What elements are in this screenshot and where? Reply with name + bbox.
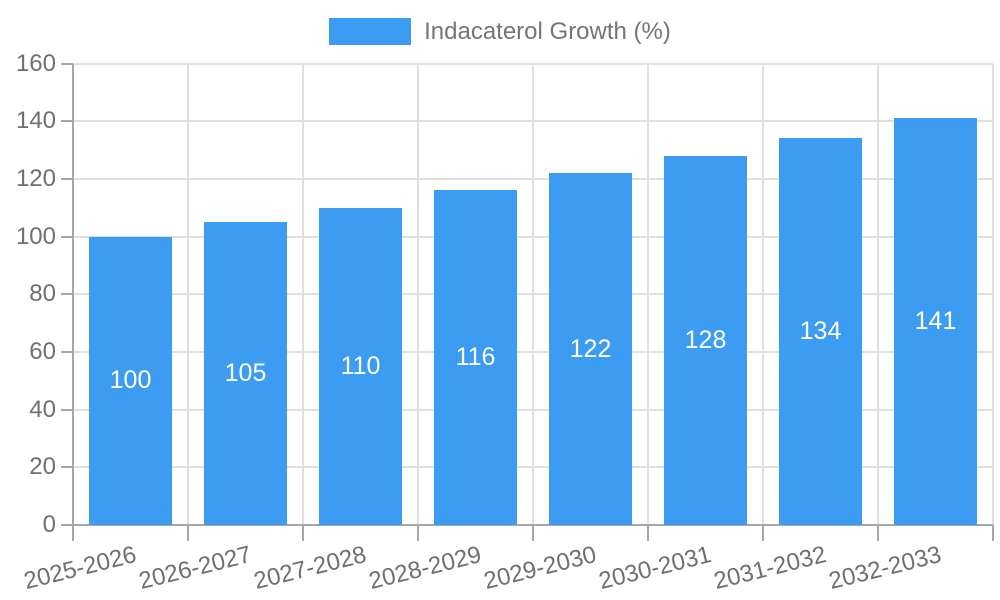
y-tick bbox=[61, 293, 73, 296]
y-axis-tick-label: 140 bbox=[15, 107, 56, 135]
bar[interactable] bbox=[894, 118, 977, 525]
y-tick bbox=[61, 235, 73, 238]
x-category-label: 2029-2030 bbox=[480, 541, 599, 595]
y-axis-tick-label: 100 bbox=[15, 222, 56, 250]
legend[interactable]: Indacaterol Growth (%) bbox=[0, 18, 1000, 45]
y-tick bbox=[61, 466, 73, 469]
x-category-label: 2028-2029 bbox=[365, 541, 484, 595]
y-axis-line bbox=[72, 63, 74, 541]
bar-value-label: 122 bbox=[569, 334, 612, 363]
v-gridline bbox=[302, 63, 304, 525]
y-tick bbox=[61, 62, 73, 65]
x-tick bbox=[992, 525, 994, 541]
y-axis-tick-label: 80 bbox=[29, 280, 56, 308]
x-tick bbox=[877, 525, 879, 541]
bar-value-label: 110 bbox=[340, 351, 381, 380]
x-category-label: 2026-2027 bbox=[135, 541, 254, 595]
bar[interactable] bbox=[319, 207, 402, 525]
y-axis-tick-label: 20 bbox=[29, 453, 56, 481]
y-axis-tick-label: 0 bbox=[42, 511, 56, 538]
x-category-label: 2025-2026 bbox=[20, 541, 139, 595]
x-tick bbox=[762, 525, 764, 541]
v-gridline bbox=[647, 63, 649, 525]
x-category-label: 2030-2031 bbox=[595, 541, 714, 595]
x-category-label: 2027-2028 bbox=[250, 541, 369, 595]
bar-value-label: 128 bbox=[684, 325, 727, 354]
x-tick bbox=[647, 525, 649, 541]
v-gridline bbox=[877, 63, 879, 525]
bar[interactable] bbox=[89, 236, 172, 525]
v-gridline bbox=[417, 63, 419, 525]
legend-swatch-icon bbox=[329, 18, 412, 45]
bar-value-label: 105 bbox=[224, 359, 267, 388]
x-tick bbox=[417, 525, 419, 541]
y-axis-tick-label: 40 bbox=[29, 395, 56, 423]
bar-value-label: 116 bbox=[455, 343, 496, 372]
bar[interactable] bbox=[664, 155, 747, 525]
bar[interactable] bbox=[549, 173, 632, 525]
x-tick bbox=[187, 525, 189, 541]
y-tick bbox=[61, 177, 73, 180]
y-tick bbox=[61, 350, 73, 353]
y-axis-tick-label: 60 bbox=[29, 337, 56, 365]
y-axis-tick-label: 120 bbox=[15, 164, 56, 192]
bar[interactable] bbox=[779, 138, 862, 525]
x-category-label: 2031-2032 bbox=[710, 541, 829, 595]
bar-value-label: 134 bbox=[799, 317, 842, 346]
bar-value-label: 100 bbox=[109, 366, 152, 395]
bar[interactable] bbox=[434, 190, 517, 525]
y-tick bbox=[61, 408, 73, 411]
legend-label: Indacaterol Growth (%) bbox=[424, 18, 671, 45]
bar[interactable] bbox=[204, 222, 287, 525]
x-tick bbox=[302, 525, 304, 541]
y-axis-tick-label: 160 bbox=[15, 49, 56, 77]
v-gridline bbox=[762, 63, 764, 525]
bar-value-label: 141 bbox=[914, 307, 957, 336]
x-axis-line bbox=[61, 524, 993, 526]
v-gridline bbox=[992, 63, 994, 525]
y-tick bbox=[61, 120, 73, 123]
x-tick bbox=[532, 525, 534, 541]
x-category-label: 2032-2033 bbox=[825, 541, 944, 595]
v-gridline bbox=[187, 63, 189, 525]
v-gridline bbox=[532, 63, 534, 525]
